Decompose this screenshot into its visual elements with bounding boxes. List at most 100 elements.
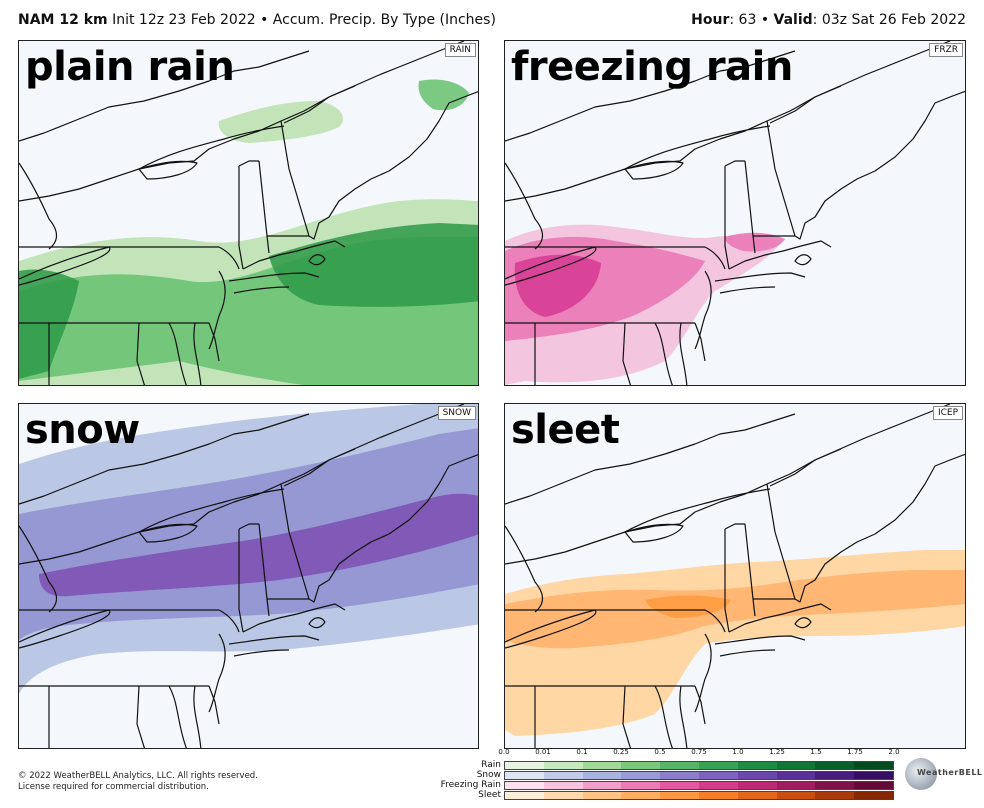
legend-color-bar	[504, 781, 894, 790]
geographic-boundary	[238, 160, 259, 167]
legend-swatch	[505, 792, 544, 799]
legend-tick-label: 2.0	[888, 748, 900, 756]
header-right: Hour: 63 • Valid: 03z Sat 26 Feb 2022	[691, 12, 966, 28]
logo-text: WeatherBELL	[917, 768, 983, 777]
geographic-boundary	[724, 529, 730, 633]
panel-code: FRZR	[929, 43, 963, 57]
legend-swatch	[582, 782, 622, 789]
legend-swatch	[621, 762, 661, 769]
geographic-boundary	[505, 404, 951, 565]
legend-row: Rain	[432, 760, 894, 770]
geographic-boundary	[138, 523, 198, 543]
geographic-boundary	[218, 609, 240, 633]
legend-swatch	[815, 772, 855, 779]
geographic-boundary	[238, 529, 244, 633]
panel-code: RAIN	[444, 43, 476, 57]
precip-field	[725, 232, 785, 252]
legend-swatch	[698, 792, 738, 799]
geographic-boundary	[228, 272, 320, 282]
panel-title: plain rain	[25, 44, 235, 90]
geographic-boundary	[794, 453, 965, 603]
legend-swatch	[660, 782, 699, 789]
legend-swatch	[543, 782, 583, 789]
sleet-map-panel: sleet ICEP	[504, 403, 966, 749]
legend-swatch	[776, 782, 816, 789]
legend-swatch	[776, 772, 816, 779]
geographic-boundary	[283, 448, 356, 487]
legend-row: Freezing Rain	[432, 780, 894, 790]
legend-swatch	[660, 762, 699, 769]
model-name: NAM 12 km	[18, 12, 108, 28]
logo-circle-icon	[905, 758, 937, 790]
hour-value: : 63 •	[729, 12, 774, 28]
geographic-boundary	[19, 525, 58, 613]
geographic-boundary	[714, 272, 806, 282]
header-left: NAM 12 km Init 12z 23 Feb 2022 • Accum. …	[18, 12, 496, 28]
geographic-boundary	[769, 448, 842, 487]
legend-swatch	[854, 782, 893, 789]
legend-swatch	[543, 792, 583, 799]
map-header: NAM 12 km Init 12z 23 Feb 2022 • Accum. …	[0, 0, 984, 40]
precip-legend: 0.0 0.01 0.1 0.25 0.5 0.75 1.0 1.25 1.5 1.75 2.0 R…	[432, 748, 900, 804]
geographic-boundary	[766, 483, 796, 600]
legend-swatch	[815, 782, 855, 789]
geographic-boundary	[704, 609, 726, 633]
geographic-boundary	[308, 254, 326, 266]
geographic-boundary	[308, 617, 326, 629]
legend-tick-label: 0.75	[691, 748, 707, 756]
geographic-boundary	[208, 685, 220, 725]
geographic-boundary	[694, 633, 712, 713]
geographic-boundary	[19, 246, 111, 286]
init-info: Init 12z 23 Feb 2022 • Accum. Precip. By…	[107, 12, 496, 28]
precip-field	[39, 493, 478, 597]
geographic-boundary	[19, 41, 465, 202]
legend-swatch	[698, 762, 738, 769]
legend-color-bar	[504, 761, 894, 770]
legend-tick-label: 1.75	[847, 748, 863, 756]
legend-ticks: 0.0 0.01 0.1 0.25 0.5 0.75 1.0 1.25 1.5 1.75 2.0	[498, 748, 899, 760]
geographic-boundary	[719, 286, 776, 294]
geographic-boundary	[679, 322, 688, 385]
rain-map-panel: plain rain RAIN	[18, 40, 479, 386]
legend-swatch	[776, 792, 816, 799]
geographic-boundary	[694, 270, 712, 350]
geographic-boundary	[766, 120, 796, 237]
legend-swatch	[582, 792, 622, 799]
legend-swatch	[582, 772, 622, 779]
geographic-boundary	[624, 160, 684, 180]
geographic-boundary	[622, 685, 632, 748]
legend-swatch	[660, 792, 699, 799]
geographic-boundary	[694, 685, 706, 725]
geographic-boundary	[624, 523, 684, 543]
geographic-boundary	[208, 633, 226, 713]
legend-swatch	[698, 782, 738, 789]
geographic-boundary	[308, 454, 478, 603]
geographic-boundary	[679, 685, 688, 748]
legend-tick-label: 1.0	[732, 748, 744, 756]
geographic-boundary	[505, 50, 796, 142]
geographic-boundary	[228, 635, 320, 645]
geographic-boundary	[19, 162, 58, 250]
geographic-boundary	[505, 162, 544, 250]
snow-map-panel: snow SNOW	[18, 403, 479, 749]
legend-row-label: Freezing Rain	[440, 780, 501, 790]
legend-swatch	[737, 772, 777, 779]
geographic-boundary	[505, 525, 544, 613]
legend-color-bar	[504, 771, 894, 780]
geographic-boundary	[714, 635, 806, 645]
geographic-boundary	[794, 617, 812, 629]
geographic-boundary	[233, 649, 290, 657]
snow-map	[19, 404, 478, 748]
legend-row-label: Snow	[476, 770, 501, 780]
valid-label: Valid	[773, 12, 813, 28]
geographic-boundary	[280, 483, 310, 600]
sleet-map	[505, 404, 965, 748]
precip-field	[505, 570, 965, 649]
geographic-boundary	[19, 50, 310, 142]
legend-swatch	[815, 762, 855, 769]
legend-swatch	[815, 792, 855, 799]
geographic-boundary	[136, 322, 146, 385]
geographic-boundary	[794, 90, 965, 240]
legend-swatch	[854, 762, 893, 769]
hour-label: Hour	[691, 12, 730, 28]
